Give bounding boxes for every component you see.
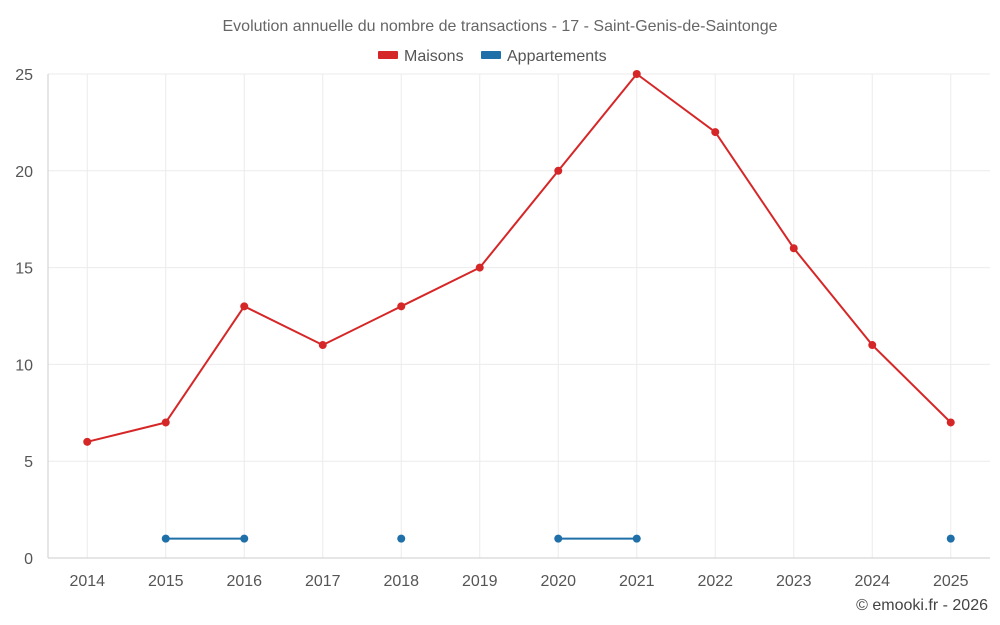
data-point-appartements[interactable] — [397, 534, 406, 543]
x-tick-label: 2019 — [462, 573, 498, 590]
x-tick-label: 2022 — [697, 573, 733, 590]
data-point-maisons[interactable] — [711, 128, 720, 137]
y-tick-label: 15 — [15, 261, 33, 278]
x-tick-label: 2016 — [226, 573, 262, 590]
data-point-maisons[interactable] — [475, 263, 484, 272]
legend: Maisons Appartements — [378, 48, 607, 65]
data-point-maisons[interactable] — [868, 341, 877, 350]
x-tick-label: 2024 — [854, 573, 890, 590]
legend-label-maisons[interactable]: Maisons — [404, 48, 464, 65]
x-tick-label: 2018 — [383, 573, 419, 590]
y-tick-label: 5 — [24, 454, 33, 471]
footer-credit: © emooki.fr - 2026 — [856, 597, 988, 614]
x-tick-label: 2021 — [619, 573, 655, 590]
series-maisons — [83, 70, 955, 446]
data-point-maisons[interactable] — [397, 302, 406, 311]
data-point-maisons[interactable] — [240, 302, 249, 311]
data-point-maisons[interactable] — [161, 418, 170, 427]
legend-label-appartements[interactable]: Appartements — [507, 48, 607, 65]
chart-title: Evolution annuelle du nombre de transact… — [223, 18, 778, 35]
data-point-maisons[interactable] — [789, 244, 798, 253]
series-line-maisons — [87, 73, 952, 443]
data-point-maisons[interactable] — [632, 70, 641, 78]
data-point-maisons[interactable] — [318, 341, 327, 350]
data-point-appartements[interactable] — [946, 534, 955, 543]
data-point-maisons[interactable] — [554, 166, 563, 175]
x-tick-label: 2025 — [933, 573, 969, 590]
series — [83, 70, 955, 543]
y-tick-label: 10 — [15, 357, 33, 374]
y-tick-label: 20 — [15, 164, 33, 181]
data-point-appartements[interactable] — [632, 534, 641, 543]
x-tick-label: 2017 — [305, 573, 341, 590]
series-appartements — [161, 534, 955, 543]
data-point-maisons[interactable] — [83, 437, 92, 446]
legend-swatch-appartements — [481, 51, 501, 59]
x-tick-label: 2015 — [148, 573, 184, 590]
data-point-appartements[interactable] — [161, 534, 170, 543]
data-point-appartements[interactable] — [554, 534, 563, 543]
data-point-maisons[interactable] — [946, 418, 955, 427]
x-tick-label: 2014 — [69, 573, 105, 590]
legend-swatch-maisons — [378, 51, 398, 59]
y-tick-label: 0 — [24, 551, 33, 568]
x-tick-label: 2023 — [776, 573, 812, 590]
grid — [48, 73, 990, 558]
x-tick-label: 2020 — [540, 573, 576, 590]
y-tick-label: 25 — [15, 67, 33, 84]
data-point-appartements[interactable] — [240, 534, 249, 543]
